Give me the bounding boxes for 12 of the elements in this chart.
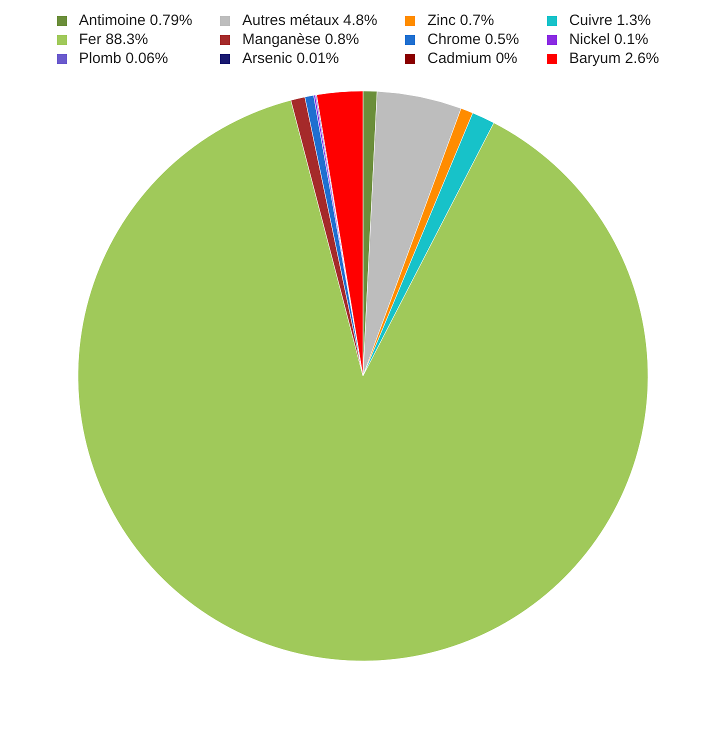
legend-label: Plomb 0.06% [78, 50, 168, 67]
legend-label: Manganèse 0.8% [242, 31, 360, 48]
legend-label: Arsenic 0.01% [242, 50, 339, 67]
legend-label: Chrome 0.5% [427, 31, 520, 48]
legend-label: Zinc 0.7% [427, 12, 494, 29]
legend-label: Cuivre 1.3% [569, 12, 651, 29]
legend-label: Nickel 0.1% [569, 31, 648, 48]
legend-label: Antimoine 0.79% [78, 12, 192, 29]
legend-label: Cadmium 0% [427, 50, 518, 67]
legend-label: Autres métaux 4.8% [242, 12, 378, 29]
legend-label: Baryum 2.6% [569, 50, 660, 67]
legend-label: Fer 88.3% [78, 31, 148, 48]
